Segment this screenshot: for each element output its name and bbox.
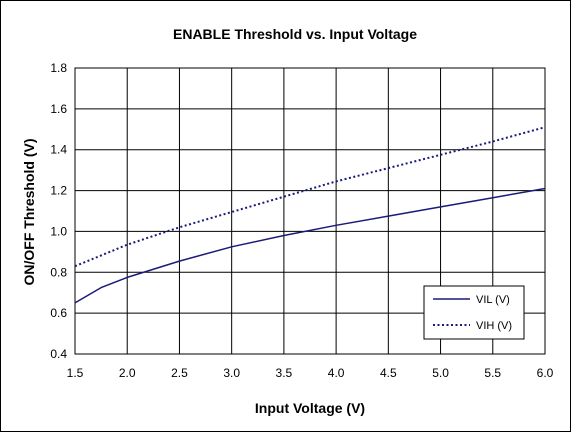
- y-tick-label: 1.6: [50, 102, 67, 116]
- y-axis-label: ON/OFF Threshold (V): [21, 139, 37, 286]
- x-tick-label: 2.5: [171, 366, 188, 380]
- x-tick-labels: 1.5 2.0 2.5 3.0 3.5 4.0 4.5 5.0 5.5 6.0: [67, 366, 554, 380]
- legend: VIL (V) VIH (V): [423, 285, 525, 340]
- y-tick-label: 1.4: [50, 143, 67, 157]
- series-line-vil: [74, 187, 546, 304]
- y-tick-label: 1.8: [50, 61, 67, 75]
- x-tick-label: 2.0: [119, 366, 136, 380]
- x-tick-label: 3.0: [223, 366, 240, 380]
- y-tick-labels: 0.4 0.6 0.8 1.0 1.2 1.4 1.6 1.8: [50, 61, 67, 361]
- series-layer: [74, 126, 546, 304]
- series-line-vih: [74, 126, 546, 268]
- legend-label-vih: VIH (V): [476, 320, 512, 332]
- x-tick-label: 1.5: [67, 366, 84, 380]
- legend-box: [423, 285, 525, 340]
- legend-label-vil: VIL (V): [476, 294, 510, 306]
- y-tick-label: 0.8: [50, 265, 67, 279]
- y-tick-label: 0.6: [50, 306, 67, 320]
- chart-title: ENABLE Threshold vs. Input Voltage: [173, 26, 417, 42]
- x-axis-label: Input Voltage (V): [255, 400, 365, 416]
- x-tick-label: 6.0: [537, 366, 554, 380]
- y-tick-label: 1.0: [50, 224, 67, 238]
- x-tick-label: 5.0: [432, 366, 449, 380]
- x-tick-label: 4.5: [380, 366, 397, 380]
- x-tick-label: 5.5: [484, 366, 501, 380]
- y-tick-label: 1.2: [50, 184, 67, 198]
- x-tick-label: 3.5: [276, 366, 293, 380]
- x-tick-label: 4.0: [328, 366, 345, 380]
- y-tick-label: 0.4: [50, 347, 67, 361]
